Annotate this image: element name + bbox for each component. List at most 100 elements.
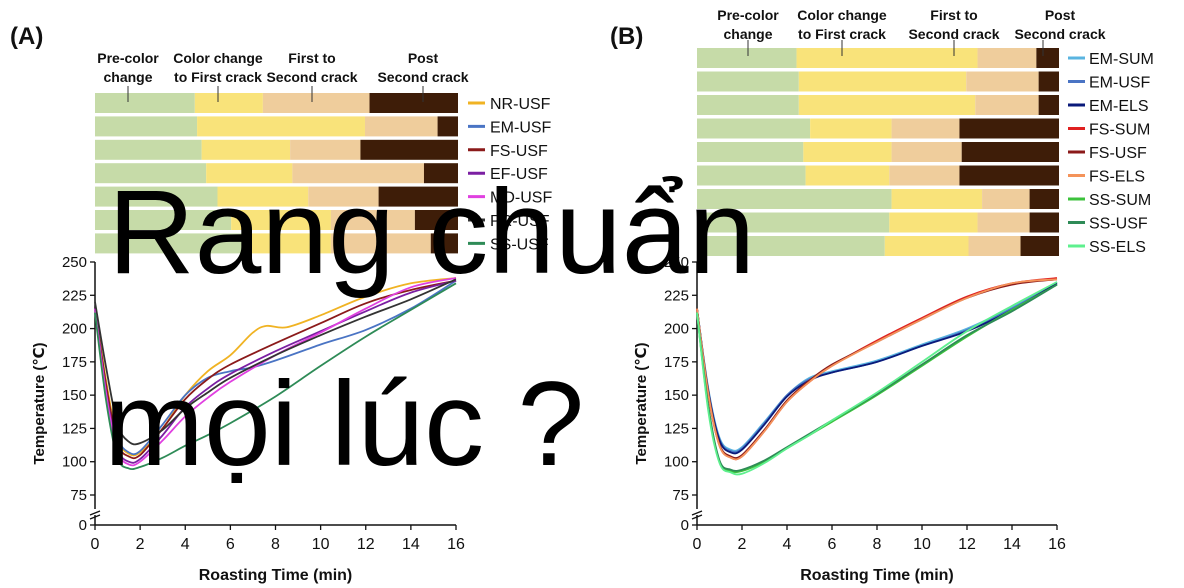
y-tick-label: 250 (62, 254, 87, 271)
legend-label: PR-USF (490, 213, 550, 230)
phase-segment (977, 48, 1037, 68)
phase-segment (430, 233, 458, 254)
series-line-fs-sum (696, 277, 1058, 461)
phase-segment (1029, 189, 1059, 209)
panel-label: (B) (610, 23, 643, 50)
phase-segment (697, 95, 799, 115)
legend-label: EM-ELS (1089, 98, 1149, 115)
phase-header-line1: Post (408, 50, 439, 66)
y-tick-label: 225 (62, 287, 87, 304)
phase-segment (889, 165, 960, 186)
phase-segment (1020, 236, 1059, 256)
y-tick-label: 200 (62, 321, 87, 338)
axis-break-mark (691, 510, 703, 516)
phase-header-line2: change (723, 26, 772, 42)
phase-segment (95, 233, 248, 254)
axis-break-mark (691, 514, 703, 520)
axis-break-gap (691, 509, 703, 515)
phase-segment (308, 186, 379, 207)
phase-segment (95, 210, 232, 230)
y-tick-label: 75 (70, 487, 87, 504)
phase-segment (891, 118, 960, 139)
x-tick-label: 10 (913, 536, 931, 553)
axis-break-gap (89, 509, 101, 515)
series-line-nr-usf (94, 277, 457, 457)
x-tick-label: 4 (181, 536, 190, 553)
y-tick-label: 150 (664, 387, 689, 404)
series-line-ef-usf (94, 279, 457, 464)
legend-label: EM-USF (1089, 75, 1151, 92)
x-tick-label: 14 (1003, 536, 1021, 553)
y-tick-label: 0 (681, 517, 689, 534)
phase-header-line1: First to (288, 50, 335, 66)
phase-segment (231, 210, 331, 230)
legend-label: NR-USF (490, 96, 551, 113)
y-axis-label: Temperature (℃) (633, 342, 650, 464)
phase-header-line1: Color change (173, 50, 263, 66)
legend-label: FS-SUM (1089, 122, 1150, 139)
x-tick-label: 0 (91, 536, 100, 553)
phase-segment (975, 95, 1039, 115)
axis-break-mark (89, 514, 101, 520)
legend-label: SS-SUM (1089, 192, 1151, 209)
x-tick-label: 8 (271, 536, 280, 553)
phase-segment (201, 139, 291, 160)
legend-label: EF-USF (490, 166, 548, 183)
phase-segment (330, 233, 431, 254)
legend-label: EM-SUM (1089, 51, 1154, 68)
y-tick-label: 225 (664, 287, 689, 304)
x-tick-label: 8 (873, 536, 882, 553)
phase-segment (977, 212, 1030, 233)
phase-header-line1: First to (930, 7, 977, 23)
phase-segment (697, 71, 799, 92)
phase-segment (369, 93, 458, 113)
phase-segment (95, 116, 198, 137)
phase-segment (968, 236, 1021, 256)
phase-segment (959, 118, 1059, 139)
series-line-em-usf (94, 279, 457, 456)
phase-header-line1: Color change (797, 7, 887, 23)
x-tick-label: 6 (226, 536, 235, 553)
phase-segment (423, 163, 458, 184)
y-tick-label: 0 (79, 517, 87, 534)
phase-segment (290, 139, 361, 160)
phase-segment (697, 48, 797, 68)
x-tick-label: 2 (136, 536, 145, 553)
legend-label: SS-USF (490, 236, 549, 253)
phase-segment (1038, 71, 1059, 92)
phase-segment (889, 212, 978, 233)
series-line-em-usf (696, 282, 1058, 454)
series-line-fs-usf (94, 279, 457, 460)
phase-segment (697, 212, 890, 233)
x-tick-label: 4 (783, 536, 792, 553)
y-axis-label: Temperature (℃) (31, 342, 48, 464)
phase-segment (95, 139, 202, 160)
series-line-em-sum (696, 281, 1058, 452)
phase-segment (292, 163, 424, 184)
phase-segment (360, 139, 458, 160)
phase-segment (798, 71, 967, 92)
panel-b: (B) Pre-color change Color change to First c… (610, 7, 1154, 584)
y-tick-label: 125 (664, 420, 689, 437)
x-tick-label: 12 (357, 536, 375, 553)
phase-header-line2: Second crack (1014, 26, 1105, 42)
panel-label: (A) (10, 23, 43, 50)
phase-segment (194, 93, 263, 113)
series-line-fs-els (696, 278, 1058, 461)
phase-segment (959, 165, 1059, 186)
phase-segment (810, 118, 892, 139)
phase-segment (796, 48, 978, 68)
phase-header-line1: Post (1045, 7, 1076, 23)
x-tick-label: 14 (402, 536, 420, 553)
phase-segment (437, 116, 458, 137)
series-line-fs-usf (696, 278, 1058, 459)
phase-segment (982, 189, 1030, 209)
phase-header-line2: to First crack (174, 69, 262, 85)
phase-segment (966, 71, 1039, 92)
phase-header-line1: Pre-color (97, 50, 159, 66)
series-line-ss-usf (94, 282, 457, 470)
x-axis-label: Roasting Time (min) (199, 567, 353, 584)
x-tick-label: 10 (312, 536, 330, 553)
x-tick-label: 12 (958, 536, 976, 553)
y-tick-label: 75 (672, 487, 689, 504)
